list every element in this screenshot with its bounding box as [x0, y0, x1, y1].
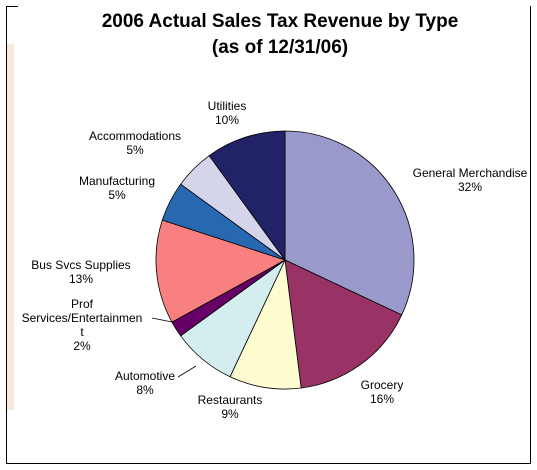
slice-label-restaurants: Restaurants 9%	[180, 393, 280, 421]
slice-value-text: 32%	[457, 180, 483, 194]
slice-value-text: 9%	[221, 407, 239, 421]
slice-value-text: 5%	[108, 188, 126, 202]
slice-value-text: 8%	[136, 383, 154, 397]
frame-border-bottom	[6, 463, 531, 464]
slice-label-text: Restaurants	[197, 393, 263, 407]
slice-label-grocery: Grocery 16%	[342, 378, 422, 406]
slice-label-text: Bus Svcs Supplies	[31, 258, 131, 272]
frame-border-left	[6, 6, 7, 464]
frame-border-right	[530, 6, 531, 464]
slice-label-bus-svcs-supplies: Bus Svcs Supplies 13%	[18, 258, 144, 286]
pie-slice-utilities	[208, 130, 286, 262]
slice-value-text: 16%	[369, 392, 395, 406]
slice-label-text: Services/Entertainmen	[21, 311, 143, 325]
slice-label-text: Accommodations	[88, 129, 182, 143]
pie-slice-bus-svcs-supplies	[155, 219, 287, 323]
slice-label-text: General Merchandise	[412, 166, 528, 180]
slice-label-text: Manufacturing	[78, 174, 156, 188]
frame-border-top	[6, 6, 18, 7]
slice-label-text: Utilities	[207, 99, 247, 113]
slice-label-automotive: Automotive 8%	[100, 369, 190, 397]
slice-label-utilities: Utilities 10%	[182, 99, 272, 127]
slice-label-text: t	[80, 325, 84, 339]
slice-label-text: Automotive	[114, 369, 176, 383]
slice-value-text: 13%	[68, 272, 94, 286]
leader-line-prof-services	[151, 317, 173, 323]
chart-title-line2: (as of 12/31/06)	[211, 37, 349, 58]
leader-line-automotive	[177, 365, 197, 378]
pie-slice-grocery	[284, 259, 403, 389]
slice-label-manufacturing: Manufacturing 5%	[62, 174, 172, 202]
slice-label-text: Prof	[70, 297, 93, 311]
pie-slice-general-merchandise	[284, 130, 415, 316]
slice-label-prof-services: Prof Services/Entertainmen t 2%	[12, 297, 152, 353]
chart-title: 2006 Actual Sales Tax Revenue by Type (a…	[60, 9, 500, 61]
slice-label-text: Grocery	[360, 378, 404, 392]
slice-value-text: 2%	[73, 339, 91, 353]
slice-value-text: 5%	[126, 143, 144, 157]
side-band	[7, 44, 14, 410]
chart-title-line1: 2006 Actual Sales Tax Revenue by Type	[101, 11, 459, 32]
slice-label-accommodations: Accommodations 5%	[70, 129, 200, 157]
slice-value-text: 10%	[214, 113, 240, 127]
slice-label-general-merchandise: General Merchandise 32%	[395, 166, 537, 194]
